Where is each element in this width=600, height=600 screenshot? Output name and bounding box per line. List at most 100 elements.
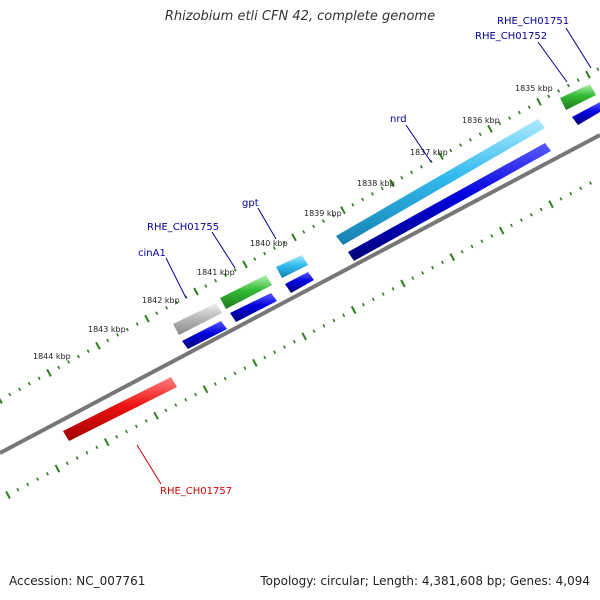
minor-tick bbox=[527, 105, 531, 109]
minor-tick bbox=[559, 197, 563, 201]
minor-tick bbox=[125, 327, 129, 332]
minor-tick bbox=[174, 300, 178, 305]
major-tick bbox=[153, 411, 159, 420]
minor-tick bbox=[490, 234, 494, 238]
minor-tick bbox=[508, 116, 512, 120]
minor-tick bbox=[539, 207, 543, 212]
scale-ticks bbox=[0, 67, 600, 499]
major-tick bbox=[585, 70, 591, 79]
genome-summary-text: Topology: circular; Length: 4,381,608 bp… bbox=[260, 574, 590, 588]
minor-tick bbox=[135, 322, 139, 326]
minor-tick bbox=[124, 429, 128, 434]
minor-tick bbox=[302, 230, 306, 234]
major-tick bbox=[95, 341, 101, 350]
minor-tick bbox=[223, 376, 227, 381]
scale-label: 1841 kbp bbox=[197, 268, 235, 277]
minor-tick bbox=[86, 349, 90, 353]
minor-tick bbox=[569, 191, 573, 196]
cds-feature bbox=[348, 143, 551, 261]
gene-label-rhe-ch01757[interactable]: RHE_CH01757 bbox=[160, 486, 232, 497]
leader-line bbox=[165, 257, 187, 299]
minor-tick bbox=[557, 89, 561, 93]
minor-tick bbox=[380, 186, 384, 191]
minor-tick bbox=[155, 311, 159, 315]
minor-tick bbox=[371, 297, 375, 302]
major-tick bbox=[5, 491, 11, 499]
major-tick bbox=[438, 152, 444, 160]
major-tick bbox=[242, 260, 248, 269]
minor-tick bbox=[194, 392, 198, 397]
minor-tick bbox=[589, 181, 593, 185]
minor-tick bbox=[361, 302, 365, 307]
gene-rhe-ch01757 bbox=[63, 377, 177, 441]
gene-rhe-ch01755 bbox=[220, 275, 272, 309]
minor-tick bbox=[321, 219, 325, 223]
minor-tick bbox=[95, 445, 99, 450]
minor-tick bbox=[213, 382, 217, 386]
minor-tick bbox=[57, 365, 61, 370]
minor-tick bbox=[75, 456, 79, 460]
gene-label-rhe-ch01751[interactable]: RHE_CH01751 bbox=[497, 16, 569, 27]
gene-label-gpt[interactable]: gpt bbox=[242, 198, 259, 209]
major-tick bbox=[487, 124, 493, 133]
gene-label-rhe-ch01755[interactable]: RHE_CH01755 bbox=[147, 222, 219, 233]
major-tick bbox=[103, 438, 110, 447]
minor-tick bbox=[85, 450, 89, 455]
minor-tick bbox=[332, 318, 336, 323]
minor-tick bbox=[342, 313, 346, 318]
major-tick bbox=[498, 226, 505, 235]
minor-tick bbox=[459, 143, 463, 147]
minor-tick bbox=[18, 387, 22, 391]
minor-tick bbox=[400, 175, 404, 180]
minor-tick bbox=[351, 203, 355, 207]
minor-tick bbox=[391, 287, 395, 291]
minor-tick bbox=[440, 260, 444, 265]
minor-tick bbox=[16, 487, 20, 492]
map-title: Rhizobium etli CFN 42, complete genome bbox=[164, 9, 436, 24]
cds-track bbox=[182, 102, 600, 349]
minor-tick bbox=[214, 278, 218, 283]
minor-tick bbox=[312, 329, 316, 333]
major-tick bbox=[301, 332, 307, 341]
minor-tick bbox=[165, 306, 169, 310]
gene-label-nrd[interactable]: nrd bbox=[390, 114, 407, 125]
minor-tick bbox=[381, 292, 385, 296]
minor-tick bbox=[566, 83, 570, 88]
minor-tick bbox=[204, 284, 208, 288]
scale-label: 1836 kbp bbox=[462, 116, 500, 125]
major-tick bbox=[54, 464, 61, 473]
major-tick bbox=[0, 397, 3, 404]
minor-tick bbox=[292, 339, 296, 344]
minor-tick bbox=[174, 403, 178, 407]
minor-tick bbox=[431, 265, 435, 270]
label-leader-lines bbox=[136, 27, 592, 485]
minor-tick bbox=[419, 165, 423, 169]
minor-tick bbox=[164, 408, 168, 413]
minor-tick bbox=[243, 366, 247, 370]
gene-label-cina1[interactable]: cinA1 bbox=[138, 248, 166, 259]
minor-tick bbox=[45, 472, 49, 476]
leader-line bbox=[537, 41, 568, 83]
minor-tick bbox=[106, 338, 110, 343]
minor-tick bbox=[510, 223, 514, 228]
gene-label-rhe-ch01752[interactable]: RHE_CH01752 bbox=[475, 31, 547, 42]
minor-tick bbox=[579, 186, 583, 191]
minor-tick bbox=[470, 244, 474, 249]
cds-feature bbox=[572, 102, 600, 125]
cds-feature bbox=[285, 272, 314, 293]
minor-tick bbox=[480, 239, 484, 243]
major-tick bbox=[449, 253, 456, 262]
leader-line bbox=[136, 444, 162, 485]
minor-tick bbox=[519, 218, 523, 222]
minor-tick bbox=[223, 273, 227, 278]
minor-tick bbox=[498, 121, 502, 126]
minor-tick bbox=[312, 224, 316, 229]
major-tick bbox=[389, 179, 395, 188]
scale-labels: 1835 kbp 1836 kbp 1837 kbp 1838 kbp 1839… bbox=[33, 84, 553, 361]
minor-tick bbox=[517, 110, 521, 115]
major-tick bbox=[202, 385, 209, 394]
gene-gpt bbox=[276, 255, 308, 278]
scale-label: 1843 kbp bbox=[88, 325, 126, 334]
minor-tick bbox=[272, 246, 276, 250]
